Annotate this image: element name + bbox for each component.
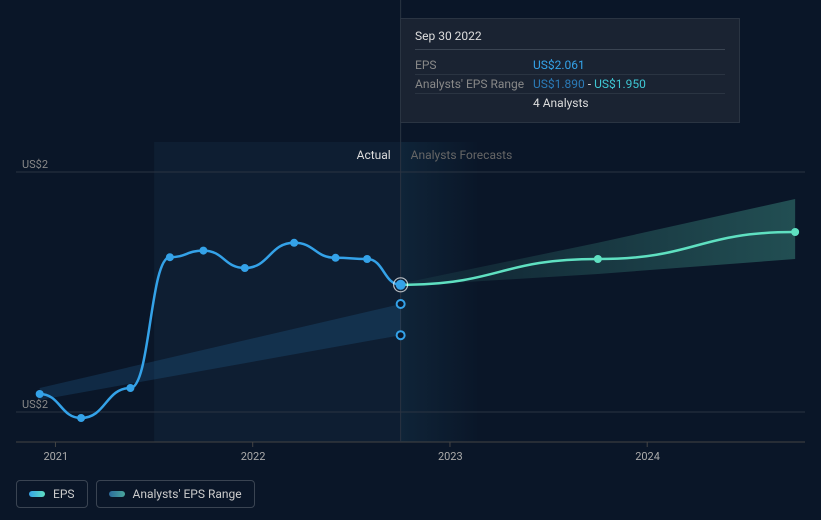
tooltip-range-value: US$1.890 - US$1.950 (533, 77, 646, 91)
y-axis-label: US$2 (22, 398, 48, 411)
tooltip-date: Sep 30 2022 (415, 29, 725, 50)
legend-label: Analysts' EPS Range (133, 487, 242, 501)
chart-tooltip: Sep 30 2022 EPS US$2.061 Analysts' EPS R… (400, 18, 740, 123)
x-axis-label: 2023 (438, 450, 463, 463)
tooltip-count-label (415, 96, 533, 110)
legend-label: EPS (53, 487, 75, 501)
y-axis-label: US$2 (22, 158, 48, 171)
legend-item-eps[interactable]: EPS (16, 480, 88, 508)
section-label-actual: Actual (357, 148, 391, 162)
x-axis-label: 2024 (635, 450, 660, 463)
legend-swatch-icon (109, 491, 125, 497)
tooltip-range-label: Analysts' EPS Range (415, 77, 533, 91)
x-axis-label: 2022 (241, 450, 266, 463)
tooltip-count-value: 4 Analysts (533, 96, 589, 110)
legend-swatch-icon (29, 491, 45, 497)
legend-item-range[interactable]: Analysts' EPS Range (96, 480, 255, 508)
section-label-forecast: Analysts Forecasts (411, 148, 513, 162)
x-axis-label: 2021 (43, 450, 68, 463)
tooltip-eps-label: EPS (415, 58, 533, 72)
chart-legend: EPS Analysts' EPS Range (16, 480, 255, 508)
tooltip-eps-value: US$2.061 (533, 58, 585, 72)
